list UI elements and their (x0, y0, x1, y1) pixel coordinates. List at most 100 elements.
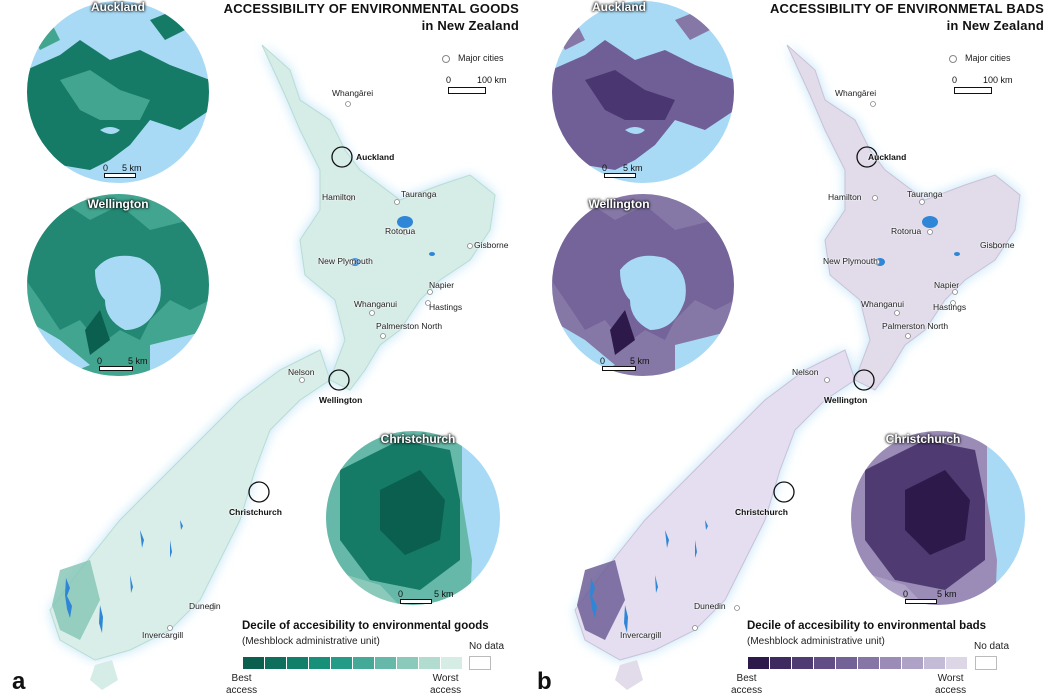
city-label-gisborne: Gisborne (474, 240, 509, 250)
inset-scale-label: 5 km (623, 163, 643, 173)
legend-swatch-decile-7 (375, 657, 396, 669)
city-label-hamilton: Hamilton (828, 192, 862, 202)
inset-label-wellington: Wellington (87, 197, 149, 211)
inset-label-auckland: Auckland (591, 0, 647, 14)
inset-label-christchurch: Christchurch (380, 432, 456, 446)
legend-title: Decile of accesibility to environmental … (242, 620, 489, 632)
legend-color-ramp (243, 657, 463, 669)
legend-worst-label: Worst access (935, 673, 967, 696)
legend-swatch-decile-2 (265, 657, 286, 669)
scale-zero: 0 (446, 75, 452, 85)
inset-scale-zero: 0 (398, 589, 404, 599)
legend-swatch-decile-1 (748, 657, 769, 669)
inset-scale-zero: 0 (103, 163, 109, 173)
legend-swatch-decile-10 (946, 657, 967, 669)
inset-scale-label: 5 km (128, 356, 148, 366)
inset-scale-label: 5 km (434, 589, 454, 599)
north-island (786, 44, 1021, 391)
legend-swatch-decile-4 (814, 657, 835, 669)
city-label-wellington: Wellington (824, 395, 868, 405)
north-island (261, 44, 496, 391)
city-label-auckland: Auckland (356, 152, 395, 162)
city-label-palmerston-north: Palmerston North (882, 321, 949, 331)
inset-scale-label: 5 km (937, 589, 957, 599)
city-label-napier: Napier (429, 280, 455, 290)
legend-swatch-decile-6 (353, 657, 374, 669)
city-label-nelson: Nelson (792, 367, 819, 377)
city-label-palmerston-north: Palmerston North (376, 321, 443, 331)
inset-scale-bar (604, 173, 636, 178)
inset-scale-zero: 0 (903, 589, 909, 599)
major-cities-legend-label: Major cities (458, 53, 504, 63)
inset-scale-label: 5 km (122, 163, 142, 173)
legend-swatch-decile-3 (792, 657, 813, 669)
panel-letter: b (537, 668, 552, 695)
inset-label-auckland: Auckland (90, 0, 146, 14)
auckland-inset (551, 0, 735, 184)
legend-swatch-decile-8 (902, 657, 923, 669)
city-label-gisborne: Gisborne (980, 240, 1015, 250)
city-label-hastings: Hastings (933, 302, 967, 312)
city-label-rotorua: Rotorua (891, 226, 922, 236)
legend-swatch-decile-2 (770, 657, 791, 669)
city-label-invercargill: Invercargill (620, 630, 662, 640)
scale-bar (448, 87, 486, 94)
city-label-whangarei: Whangārei (332, 88, 374, 98)
scale-label: 100 km (983, 75, 1013, 85)
major-cities-legend-label: Major cities (965, 53, 1011, 63)
panel-b: ACCESSIBILITY OF ENVIRONMETAL BADS in Ne… (525, 0, 1050, 700)
city-label-christchurch: Christchurch (735, 507, 788, 517)
city-label-dunedin: Dunedin (694, 601, 726, 611)
inset-scale-bar (400, 599, 432, 604)
christchurch-inset (325, 430, 501, 606)
map-title: ACCESSIBILITY OF ENVIRONMENTAL GOODS in … (223, 1, 519, 33)
inset-scale-bar (602, 366, 636, 371)
inset-scale-bar (99, 366, 133, 371)
legend-swatch-decile-9 (924, 657, 945, 669)
legend-no-data-swatch (469, 656, 491, 670)
south-island (574, 349, 856, 661)
city-label-invercargill: Invercargill (142, 630, 184, 640)
city-label-whanganui: Whanganui (861, 299, 905, 309)
inset-scale-zero: 0 (602, 163, 608, 173)
map-environmental-goods (25, 0, 502, 690)
legend-swatch-decile-9 (419, 657, 440, 669)
legend-swatch-decile-6 (858, 657, 879, 669)
city-label-auckland: Auckland (868, 152, 907, 162)
city-label-nelson: Nelson (288, 367, 315, 377)
legend-best-label: Best access (731, 673, 763, 696)
city-label-new-plymouth: New Plymouth (823, 256, 878, 266)
major-city-legend-icon (442, 55, 450, 63)
legend-swatch-decile-1 (243, 657, 264, 669)
scale-label: 100 km (477, 75, 507, 85)
panel-letter: a (12, 668, 26, 695)
city-label-wellington: Wellington (319, 395, 363, 405)
scale-zero: 0 (952, 75, 958, 85)
legend-swatch-decile-5 (331, 657, 352, 669)
legend-best-label: Best access (226, 673, 258, 696)
legend-title: Decile of accesibility to environmental … (747, 620, 987, 632)
city-label-tauranga: Tauranga (401, 189, 437, 199)
city-label-christchurch: Christchurch (229, 507, 282, 517)
legend-swatch-decile-3 (287, 657, 308, 669)
inset-label-christchurch: Christchurch (885, 432, 961, 446)
city-label-tauranga: Tauranga (907, 189, 943, 199)
city-label-napier: Napier (934, 280, 960, 290)
city-label-dunedin: Dunedin (189, 601, 221, 611)
scale-bar (954, 87, 992, 94)
city-label-rotorua: Rotorua (385, 226, 416, 236)
legend-worst-label: Worst access (430, 673, 462, 696)
map-title: ACCESSIBILITY OF ENVIRONMETAL BADS in Ne… (769, 1, 1044, 33)
legend-swatch-decile-4 (309, 657, 330, 669)
wellington-inset (26, 193, 210, 377)
inset-label-wellington: Wellington (588, 197, 650, 211)
legend-swatch-decile-5 (836, 657, 857, 669)
legend-subtitle: (Meshblock administrative unit) (242, 636, 380, 647)
city-label-whanganui: Whanganui (354, 299, 398, 309)
legend-subtitle: (Meshblock administrative unit) (747, 636, 885, 647)
major-city-legend-icon (949, 55, 957, 63)
city-label-hamilton: Hamilton (322, 192, 356, 202)
legend-color-ramp (748, 657, 968, 669)
legend-swatch-decile-7 (880, 657, 901, 669)
panel-a: ACCESSIBILITY OF ENVIRONMENTAL GOODS in … (12, 0, 519, 696)
